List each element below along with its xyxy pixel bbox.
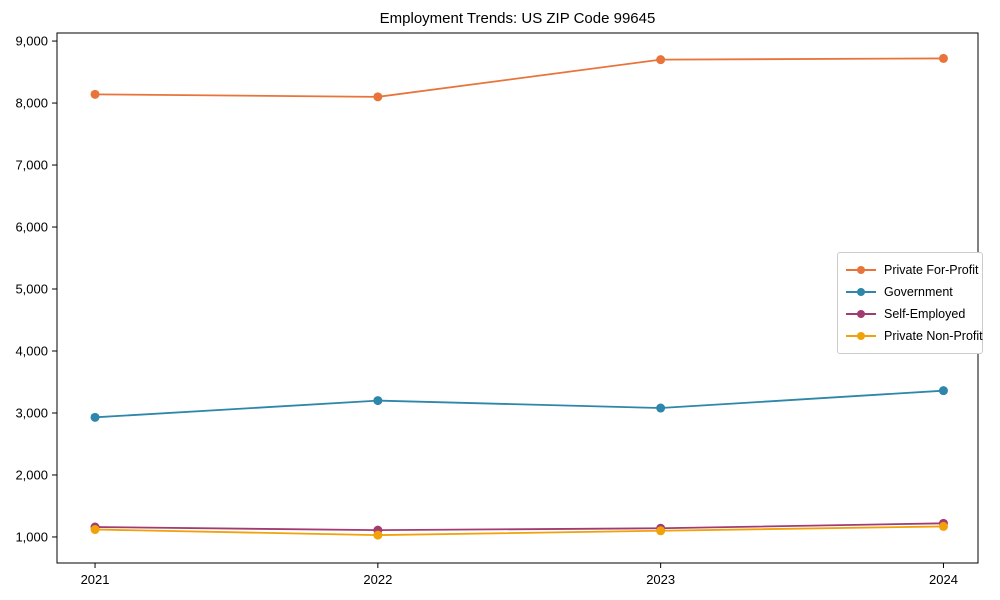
x-tick-label: 2023 — [646, 572, 675, 587]
y-tick-label: 6,000 — [15, 220, 48, 235]
y-tick-label: 5,000 — [15, 282, 48, 297]
x-tick-label: 2022 — [363, 572, 392, 587]
legend-line-marker-icon — [846, 331, 876, 341]
data-point-marker — [656, 526, 666, 536]
data-point-marker — [373, 92, 383, 102]
y-tick-label: 8,000 — [15, 96, 48, 111]
legend-label: Self-Employed — [884, 307, 966, 321]
series-line-self-employed — [94, 522, 945, 532]
data-point-marker — [656, 403, 666, 413]
series-line-private-non-profit — [94, 525, 945, 537]
x-tick-label: 2021 — [81, 572, 110, 587]
y-tick-label: 7,000 — [15, 158, 48, 173]
data-point-marker — [90, 412, 100, 422]
legend-item-self-employed: Self-Employed — [846, 303, 974, 325]
legend-item-private-non-profit: Private Non-Profit — [846, 325, 983, 347]
legend-line-marker-icon — [846, 265, 876, 275]
data-point-marker — [373, 530, 383, 540]
x-tick-label: 2024 — [929, 572, 958, 587]
legend-item-private-for-profit: Private For-Profit — [846, 259, 978, 281]
y-tick-label: 3,000 — [15, 405, 48, 420]
data-point-marker — [656, 55, 666, 65]
series-line-private-for-profit — [94, 57, 945, 98]
data-point-marker — [938, 53, 948, 63]
data-point-marker — [938, 521, 948, 531]
chart-title: Employment Trends: US ZIP Code 99645 — [379, 10, 656, 27]
legend: Private For-Profit Government Self-Employe… — [837, 252, 983, 354]
data-point-marker — [373, 396, 383, 406]
data-point-marker — [90, 525, 100, 535]
y-tick-label: 2,000 — [15, 467, 48, 482]
legend-label: Government — [884, 285, 953, 299]
legend-label: Private Non-Profit — [884, 329, 983, 343]
legend-line-marker-icon — [846, 309, 876, 319]
y-tick-label: 9,000 — [15, 34, 48, 49]
y-tick-label: 4,000 — [15, 344, 48, 359]
y-tick-label: 1,000 — [15, 529, 48, 544]
data-point-marker — [90, 89, 100, 99]
series-line-government — [94, 389, 945, 419]
data-point-marker — [938, 386, 948, 396]
legend-line-marker-icon — [846, 287, 876, 297]
legend-item-government: Government — [846, 281, 974, 303]
legend-label: Private For-Profit — [884, 263, 979, 277]
